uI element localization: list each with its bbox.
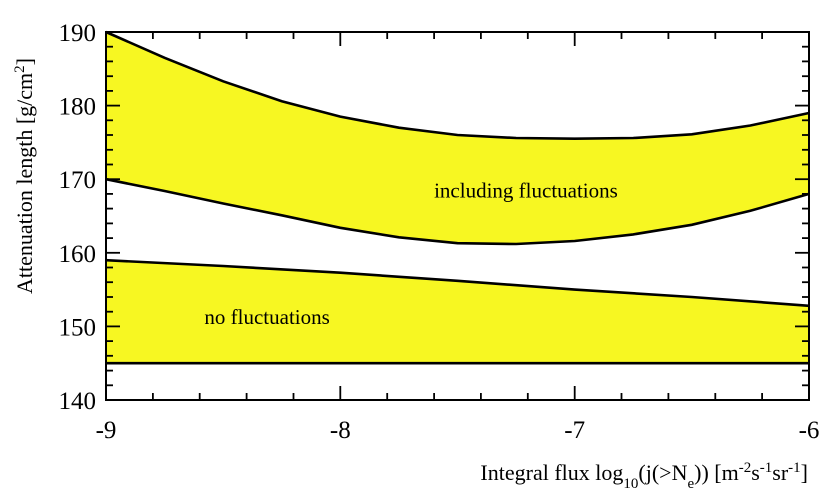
x-axis-title-sup-s: -1	[760, 460, 773, 476]
x-tick-label: -7	[564, 417, 585, 444]
band-1-fill	[106, 32, 809, 244]
y-tick-label: 140	[59, 388, 97, 415]
y-tick-label: 180	[59, 94, 97, 121]
labels-layer: including fluctuations no fluctuations	[204, 179, 617, 330]
y-axis-title-sup: 2	[12, 65, 28, 73]
y-tick-label: 150	[59, 314, 97, 341]
x-axis-title: Integral flux log10(j(>Ne)) [m-2s-1sr-1]	[480, 460, 808, 492]
x-axis-title-part-sr: sr	[772, 460, 789, 485]
plot-frame	[105, 31, 810, 401]
x-axis-title-sup-m: -2	[739, 460, 752, 476]
y-axis-title-main: Attenuation length [g/cm	[12, 73, 37, 294]
y-axis-title: Attenuation length [g/cm2]	[12, 58, 37, 294]
ticks-layer: -9 -8 -7 -6 140 150 160 170 180 190	[59, 20, 820, 444]
y-tick-label: 160	[59, 241, 97, 268]
x-axis-title-main: Integral flux log	[480, 460, 623, 485]
x-axis-title-sub-e: e	[687, 476, 694, 492]
band-2-fill	[106, 260, 809, 364]
x-axis-title-sup-sr: -1	[788, 460, 801, 476]
band-1-upper-line	[105, 30, 810, 141]
x-axis-title-part-m: )) [m	[694, 460, 739, 485]
y-tick-label: 190	[59, 20, 97, 47]
x-axis-title-part-s: s	[751, 460, 760, 485]
x-axis-title-sub-10: 10	[623, 476, 638, 492]
bands-layer	[105, 30, 810, 365]
x-tick-label: -9	[96, 417, 117, 444]
x-axis-title-end: ]	[801, 460, 808, 485]
band-2-upper-line	[105, 258, 810, 308]
band-2-label: no fluctuations	[204, 305, 329, 329]
x-axis-title-part-j: (j(>N	[638, 460, 687, 485]
x-tick-label: -8	[330, 417, 351, 444]
y-tick-label: 170	[59, 167, 97, 194]
band-1-label: including fluctuations	[434, 179, 618, 203]
x-tick-label: -6	[799, 417, 820, 444]
band-1-lower-line	[105, 177, 810, 246]
y-axis-title-end: ]	[12, 58, 37, 65]
